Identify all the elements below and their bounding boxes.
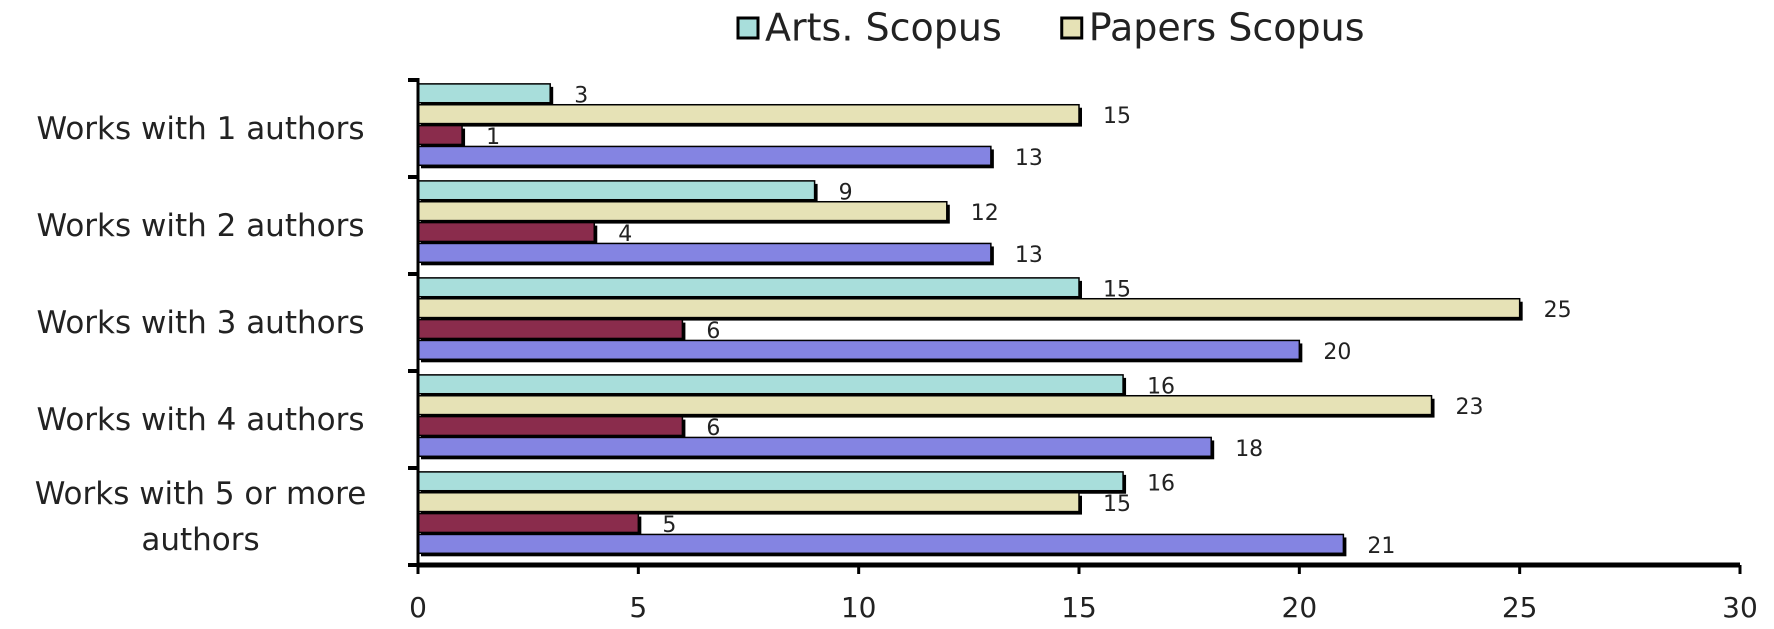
- data-label: 16: [1147, 471, 1175, 496]
- bar: [417, 242, 992, 264]
- data-label: 13: [1015, 146, 1043, 171]
- y-tick-label: Works with 1 authors: [36, 110, 365, 147]
- y-tick-label: Works with 2 authors: [36, 207, 365, 244]
- x-tick-label: 20: [1282, 591, 1318, 624]
- bar: [417, 436, 1212, 458]
- data-label: 12: [971, 201, 999, 226]
- bar: [417, 221, 596, 243]
- data-label: 6: [706, 319, 720, 344]
- bar: [417, 512, 640, 534]
- bar: [417, 491, 1080, 513]
- bar: [417, 533, 1345, 555]
- bar: [417, 297, 1521, 319]
- bar: [417, 318, 684, 340]
- x-tick-label: 5: [629, 591, 647, 624]
- data-label: 15: [1103, 492, 1131, 517]
- bar: [417, 415, 684, 437]
- data-label: 3: [574, 83, 588, 108]
- bar: [417, 103, 1080, 125]
- bar: [417, 471, 1124, 492]
- bar: [417, 394, 1433, 416]
- legend-label: Arts. Scopus: [765, 6, 1002, 50]
- x-tick-label: 15: [1061, 591, 1097, 624]
- bar: [417, 339, 1301, 361]
- y-tick-label: Works with 4 authors: [36, 401, 365, 438]
- data-label: 5: [662, 513, 676, 538]
- x-tick-label: 10: [841, 591, 877, 624]
- bar: [417, 200, 948, 222]
- legend-label: Papers Scopus: [1089, 6, 1365, 50]
- x-tick-label: 0: [409, 591, 427, 624]
- data-label: 21: [1367, 534, 1395, 559]
- data-label: 23: [1456, 395, 1484, 420]
- data-label: 18: [1235, 437, 1263, 462]
- x-tick-label: 30: [1722, 591, 1758, 624]
- data-label: 6: [706, 416, 720, 441]
- bar: [417, 374, 1124, 395]
- bar: [417, 180, 816, 201]
- y-tick-label: Works with 5 or more authors: [34, 475, 367, 558]
- bar: [417, 277, 1080, 298]
- bar: [417, 145, 992, 167]
- bar: [417, 83, 551, 104]
- legend-swatch: [1060, 16, 1084, 40]
- data-label: 20: [1323, 340, 1351, 365]
- legend-swatch: [736, 16, 760, 40]
- data-label: 4: [618, 222, 632, 247]
- y-tick-label: Works with 3 authors: [36, 304, 365, 341]
- data-label: 9: [839, 180, 853, 205]
- data-label: 13: [1015, 243, 1043, 268]
- bar: [417, 124, 463, 146]
- data-label: 1: [486, 125, 500, 150]
- data-label: 15: [1103, 104, 1131, 129]
- x-tick-label: 25: [1502, 591, 1538, 624]
- data-label: 25: [1544, 298, 1572, 323]
